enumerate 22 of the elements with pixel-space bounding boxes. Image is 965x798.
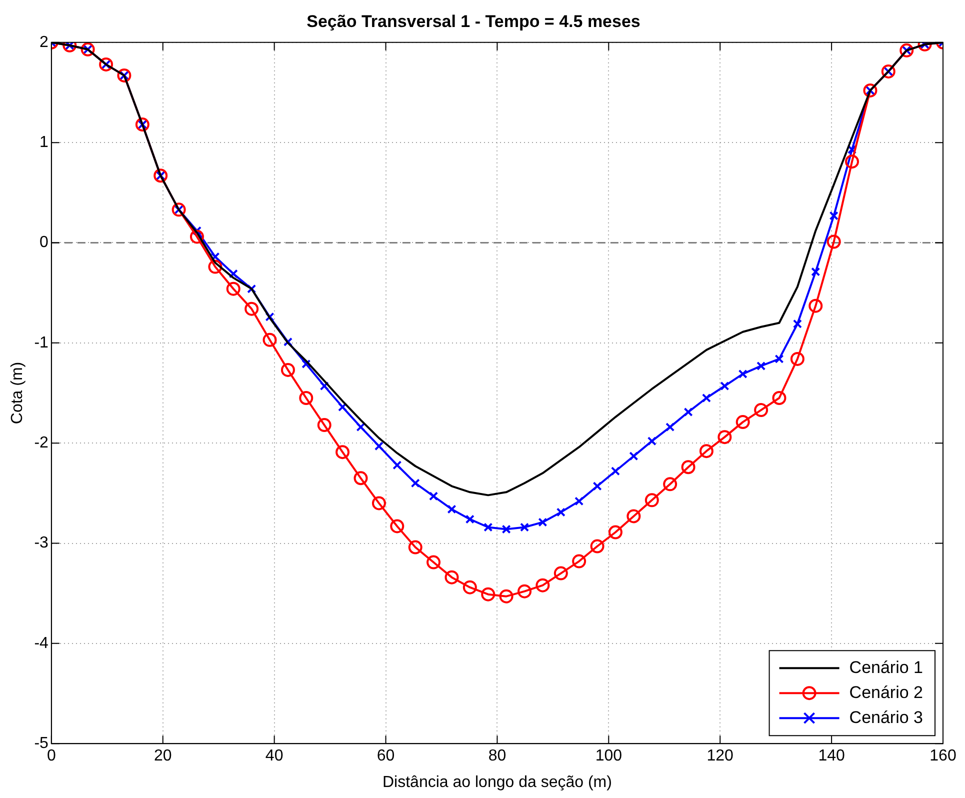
y-tick-label: -5	[34, 735, 49, 752]
y-tick-label: -3	[34, 534, 49, 552]
x-axis-title: Distância ao longo da seção (m)	[382, 774, 612, 791]
x-tick-label: 100	[595, 748, 622, 765]
legend-label: Cenário 2	[849, 682, 924, 702]
y-axis-title: Cota (m)	[9, 362, 26, 424]
x-tick-label: 80	[488, 748, 506, 765]
x-tick-label: 20	[154, 748, 172, 765]
y-tick-label: 1	[40, 134, 49, 151]
legend-label: Cenário 1	[849, 658, 924, 677]
y-tick-label: -4	[34, 634, 49, 652]
x-tick-label: 160	[930, 748, 956, 765]
y-tick-label: 2	[40, 34, 49, 51]
x-tick-label: 40	[265, 748, 284, 765]
y-tick-label: -1	[34, 334, 49, 352]
x-tick-label: 140	[818, 748, 845, 765]
chart-title: Seção Transversal 1 - Tempo = 4.5 meses	[306, 12, 640, 31]
y-tick-label: -2	[34, 434, 49, 452]
legend-label: Cenário 3	[849, 708, 924, 727]
x-tick-label: 60	[376, 748, 395, 765]
x-tick-label: 120	[706, 748, 734, 765]
y-tick-label: 0	[40, 234, 49, 252]
